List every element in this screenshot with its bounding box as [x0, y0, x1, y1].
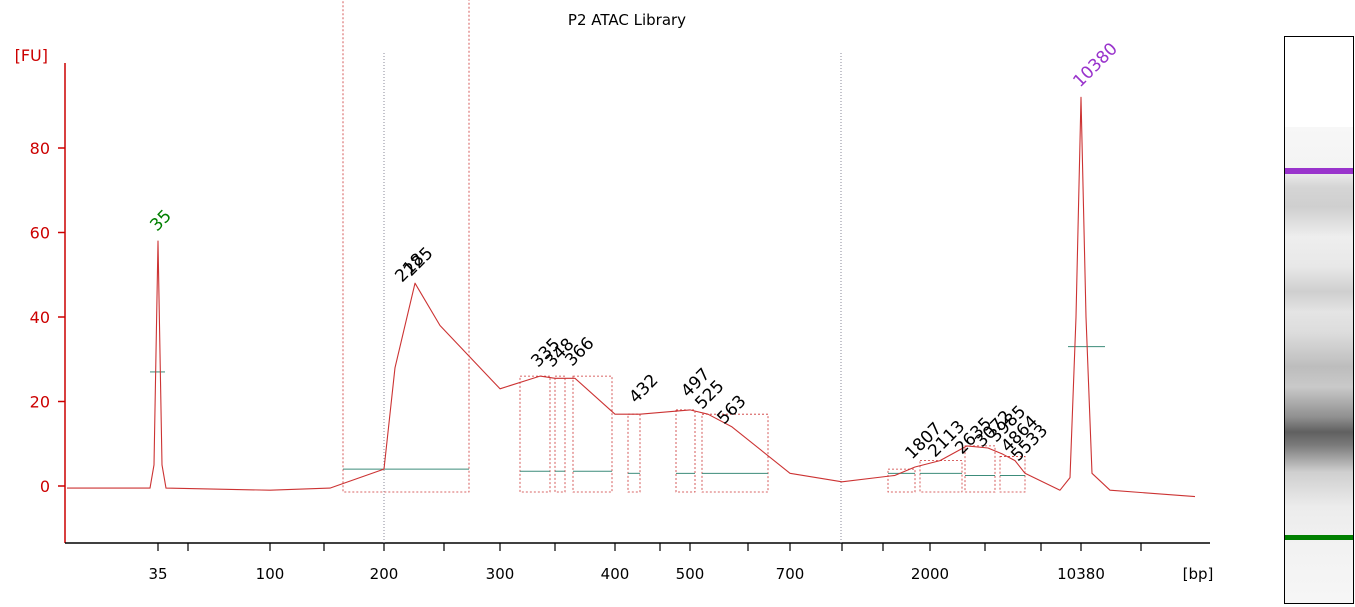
xtick-label: 500 — [676, 565, 705, 583]
xtick-label: 300 — [486, 565, 515, 583]
gel-lane-body — [1285, 127, 1353, 603]
gel-lane — [1284, 36, 1354, 604]
ytick-label: 0 — [40, 477, 50, 496]
peak-region-box — [999, 456, 1026, 493]
peak-region-box — [519, 375, 551, 493]
peak-region-box — [554, 375, 566, 493]
ytick-label: 20 — [30, 393, 50, 412]
xtick-label: 700 — [776, 565, 805, 583]
peak-region-box — [919, 460, 963, 493]
peak-region-box — [887, 468, 916, 493]
xtick-label: 2000 — [911, 565, 949, 583]
xtick-label: 400 — [601, 565, 630, 583]
trace-line — [67, 96, 1196, 498]
marker-label: 10380 — [1069, 39, 1121, 91]
peak-region-box — [964, 445, 996, 493]
peak-region-box — [701, 413, 769, 493]
xtick-label: 35 — [148, 565, 167, 583]
ytick-label: 60 — [30, 224, 50, 243]
y-axis-label: [FU] — [15, 46, 48, 65]
ytick-label: 80 — [30, 139, 50, 158]
peak-label: 432 — [625, 370, 662, 407]
xtick-label: 10380 — [1057, 565, 1105, 583]
gel-band-upper-marker — [1285, 168, 1353, 174]
ytick-label: 40 — [30, 308, 50, 327]
gel-band-lower-marker — [1285, 535, 1353, 540]
chart-title: P2 ATAC Library — [568, 11, 686, 29]
peak-region-box — [627, 413, 641, 493]
peak-region-box — [342, 0, 470, 493]
marker-label: 35 — [146, 206, 175, 235]
x-axis-label: [bp] — [1183, 565, 1214, 583]
peak-region-box — [572, 375, 613, 493]
xtick-label: 100 — [256, 565, 285, 583]
peak-region-box — [675, 409, 696, 493]
xtick-label: 200 — [370, 565, 399, 583]
